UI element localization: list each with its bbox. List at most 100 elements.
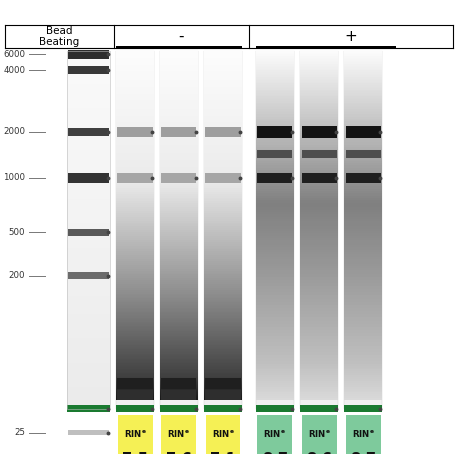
Bar [344,184,382,187]
Bar [344,61,382,63]
Bar [67,193,110,199]
Bar [204,244,242,246]
Bar [160,184,198,187]
Bar [116,143,154,145]
Bar [160,203,198,206]
Bar [161,127,196,137]
Bar [204,391,242,392]
Bar [116,358,154,360]
Bar [344,317,382,321]
Bar [300,327,338,330]
Bar [300,117,338,119]
Bar [67,326,110,333]
Bar [344,286,382,290]
Bar [256,317,294,321]
Bar [256,233,294,236]
Bar [344,231,382,234]
Bar [204,320,242,322]
Bar [204,354,242,355]
Bar [344,101,382,103]
Bar [116,386,154,387]
Bar [256,205,294,208]
Bar [67,296,110,302]
Bar [256,51,294,409]
Bar [300,112,338,114]
Bar [160,164,198,167]
Bar [160,363,198,365]
Bar [300,385,338,387]
Bar [116,49,154,52]
Bar [67,144,110,151]
Bar [116,80,154,83]
Bar [160,242,198,244]
Bar [160,336,198,337]
Bar [160,359,198,361]
Bar [116,65,154,68]
Bar [204,309,242,311]
Bar [344,117,382,119]
Bar [204,230,242,232]
Bar [160,330,198,332]
Text: 8.6: 8.6 [306,452,332,454]
Bar [116,261,154,263]
Bar [300,370,338,372]
Bar [116,271,154,273]
Bar [116,392,154,393]
Bar [256,177,294,180]
Bar [256,202,294,205]
Bar [256,330,294,333]
Bar [300,53,338,55]
Bar [256,119,294,122]
Bar [204,78,242,81]
Bar [300,59,338,61]
Bar [300,191,338,194]
Bar [300,245,338,248]
Bar [256,170,294,173]
Bar [344,163,382,166]
Bar [116,313,154,315]
Bar [116,308,154,310]
Bar [160,306,198,308]
Bar [256,228,294,231]
Bar [344,308,382,311]
Bar [116,94,154,96]
Bar [204,194,242,196]
Bar [300,170,338,173]
Bar [67,242,110,248]
Bar [67,96,110,102]
Bar [204,224,242,227]
Bar [116,244,154,246]
Bar [204,394,242,395]
Bar [116,269,154,271]
Bar [300,158,338,161]
Bar [116,202,154,204]
Bar [67,254,110,260]
Bar [116,197,154,200]
Bar [300,98,338,100]
Bar [116,272,154,275]
Bar [344,103,382,104]
Bar [344,219,382,222]
Bar [67,138,110,145]
Bar [204,156,242,158]
Bar [300,135,338,138]
Bar [344,173,382,175]
Bar [116,396,154,397]
Bar [204,232,242,234]
Bar [67,260,110,266]
Bar [204,319,242,321]
Bar [300,205,338,208]
Bar [344,389,382,391]
Bar [116,149,154,152]
Bar [204,205,242,207]
Bar [204,388,242,390]
Bar [160,377,198,378]
Bar [300,126,338,128]
Bar [160,381,198,382]
Bar [256,387,294,389]
Bar [204,100,242,103]
Bar [160,178,198,181]
Bar [256,158,294,161]
Bar [160,109,198,112]
Bar [300,163,338,166]
